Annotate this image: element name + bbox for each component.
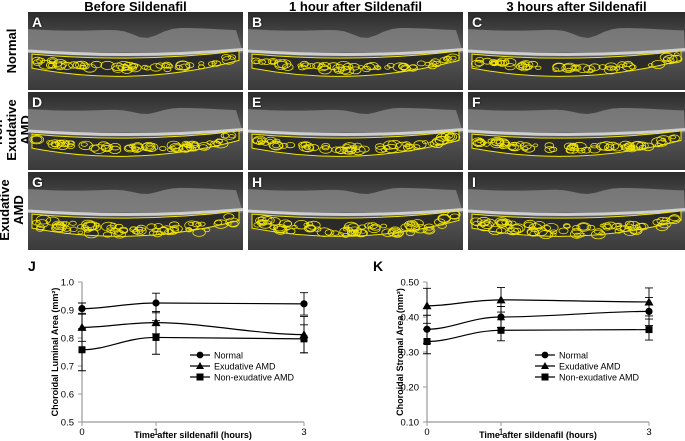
x-tick-label: 1 <box>498 427 503 438</box>
chart-j-letter: J <box>28 258 36 274</box>
y-tick-label: 0.30 <box>401 348 420 359</box>
chart-j: 0.5 0.6 0.7 0.8 0.9 1.0 0 1 3 Choroidal Luminal A… <box>0 270 330 441</box>
column-header-1-hour: 1 hour after Sildenafil <box>289 0 422 14</box>
legend-label: Exudative AMD <box>214 362 276 372</box>
row-header-exudative: Exudative AMD <box>0 172 26 248</box>
legend-label: Non-exudative AMD <box>214 373 295 383</box>
column-header-before: Before Sildenafil <box>84 0 187 14</box>
legend-marker-circle <box>196 351 204 359</box>
x-tick-label: 1 <box>153 427 158 438</box>
data-point-square <box>497 326 505 334</box>
data-point-circle <box>78 305 86 313</box>
oct-panel-non-exudative-before: D <box>28 92 243 170</box>
oct-panel-normal-1-hour: B <box>248 12 463 90</box>
oct-scan-image <box>28 172 243 250</box>
series-line-1 <box>81 321 305 336</box>
row-header-non-exudative: Non-Exudative AMD <box>0 92 33 168</box>
oct-panel-exudative-3-hours: I <box>468 172 685 250</box>
oct-scan-image <box>468 12 685 90</box>
series-line-2 <box>81 336 305 351</box>
panel-letter: E <box>252 94 262 110</box>
oct-scan-image <box>248 12 463 90</box>
x-tick-label: 0 <box>79 427 84 438</box>
oct-panel-non-exudative-3-hours: F <box>468 92 685 170</box>
y-tick-label: 0.10 <box>401 418 420 429</box>
panel-letter: F <box>472 94 481 110</box>
chart-k: 0.10 0.20 0.30 0.40 0.50 0 1 3 Choroidal Stromal… <box>345 270 685 441</box>
legend-marker-square <box>196 373 204 381</box>
oct-panel-non-exudative-1-hour: E <box>248 92 463 170</box>
y-tick-label: 0.8 <box>61 334 74 345</box>
chart-k-svg: 0.10 0.20 0.30 0.40 0.50 0 1 3 Choroidal Stromal… <box>395 278 654 440</box>
series-line-1 <box>426 299 650 307</box>
oct-scan-image <box>468 172 685 250</box>
oct-scan-image <box>468 92 685 170</box>
legend-label: Normal <box>214 351 243 361</box>
legend-marker-circle <box>541 351 549 359</box>
oct-panel-normal-3-hours: C <box>468 12 685 90</box>
data-point-square <box>78 346 86 354</box>
legend-marker-triangle <box>541 362 549 369</box>
oct-scan-image <box>248 172 463 250</box>
y-tick-label: 0.50 <box>401 278 420 289</box>
x-tick-label: 3 <box>646 427 651 438</box>
data-point-square <box>645 326 653 334</box>
y-tick-label: 0.40 <box>401 313 420 324</box>
chart-j-svg: 0.5 0.6 0.7 0.8 0.9 1.0 0 1 3 Choroidal Luminal A… <box>50 278 309 440</box>
oct-scan-image <box>28 12 243 90</box>
x-tick-label: 0 <box>424 427 429 438</box>
oct-scan-image <box>248 92 463 170</box>
panel-letter: D <box>32 94 43 110</box>
chart-k-letter: K <box>373 258 384 274</box>
oct-panel-normal-before: A <box>28 12 243 90</box>
row-header-normal-text: Normal <box>4 28 19 74</box>
oct-panel-exudative-1-hour: H <box>248 172 463 250</box>
data-point-triangle <box>496 295 506 304</box>
data-point-circle <box>300 300 308 308</box>
panel-letter: G <box>32 174 43 190</box>
oct-panel-exudative-before: G <box>28 172 243 250</box>
row-header-exudative-text: Exudative AMD <box>0 179 26 241</box>
y-axis-label: Choroidal Luminal Area (mm²) <box>50 288 60 417</box>
series-line-0 <box>426 310 650 330</box>
data-point-square <box>300 335 308 343</box>
series-line-0 <box>81 302 305 310</box>
panel-letter: H <box>252 174 263 190</box>
legend-label: Non-exudative AMD <box>559 373 640 383</box>
legend-marker-square <box>541 373 549 381</box>
panel-letter: C <box>472 14 483 30</box>
y-tick-label: 0.6 <box>61 390 74 401</box>
panel-letter: B <box>252 14 263 30</box>
data-point-square <box>152 333 160 341</box>
y-tick-label: 0.20 <box>401 383 420 394</box>
y-axis-label: Choroidal Stromal Area (mm²) <box>395 288 405 416</box>
x-axis-label: Time after sildenafil (hours) <box>134 430 252 440</box>
y-tick-label: 0.7 <box>61 362 74 373</box>
data-point-circle <box>497 313 505 321</box>
legend-label: Exudative AMD <box>559 362 621 372</box>
legend-marker-triangle <box>196 362 204 369</box>
x-tick-label: 3 <box>301 427 306 438</box>
y-tick-label: 1.0 <box>61 278 74 289</box>
data-point-triangle <box>644 297 654 306</box>
row-header-normal: Normal <box>0 12 24 90</box>
y-tick-label: 0.5 <box>61 418 74 429</box>
oct-scan-image <box>28 92 243 170</box>
x-axis-label: Time after sildenafil (hours) <box>479 430 597 440</box>
panel-letter: I <box>472 174 476 190</box>
data-point-triangle <box>422 301 432 310</box>
y-tick-label: 0.9 <box>61 306 74 317</box>
data-point-circle <box>152 299 160 307</box>
panel-letter: A <box>32 14 43 30</box>
column-header-3-hours: 3 hours after Sildenafil <box>506 0 647 14</box>
legend-label: Normal <box>559 351 588 361</box>
data-point-square <box>423 338 431 345</box>
series-line-2 <box>426 329 650 343</box>
